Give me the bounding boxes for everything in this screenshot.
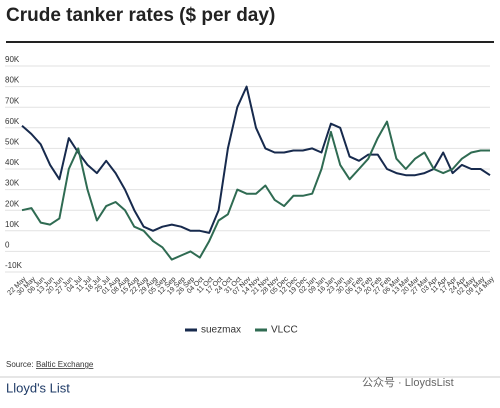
series-line	[21, 120, 490, 261]
y-tick-label: 80K	[5, 76, 20, 85]
y-tick-label: 90K	[5, 55, 20, 64]
y-tick-label: 40K	[5, 158, 20, 167]
legend-label: suezmax	[201, 325, 241, 336]
legend-label: VLCC	[271, 325, 298, 336]
y-tick-label: 70K	[5, 96, 20, 105]
watermark: 公众号 · LloydsList	[362, 376, 454, 389]
brand: Lloyd's List	[6, 380, 70, 395]
y-tick-label: 60K	[5, 117, 20, 126]
y-tick-label: -10K	[5, 261, 23, 270]
y-tick-label: 20K	[5, 199, 20, 208]
source-label: Source:	[6, 360, 34, 369]
y-tick-label: 50K	[5, 138, 20, 147]
y-tick-label: 0	[5, 241, 10, 250]
series-line	[21, 85, 491, 234]
y-tick-label: 30K	[5, 179, 20, 188]
y-tick-label: 10K	[5, 220, 20, 229]
chart-title: Crude tanker rates ($ per day)	[6, 5, 275, 26]
source: Baltic Exchange	[36, 360, 94, 369]
